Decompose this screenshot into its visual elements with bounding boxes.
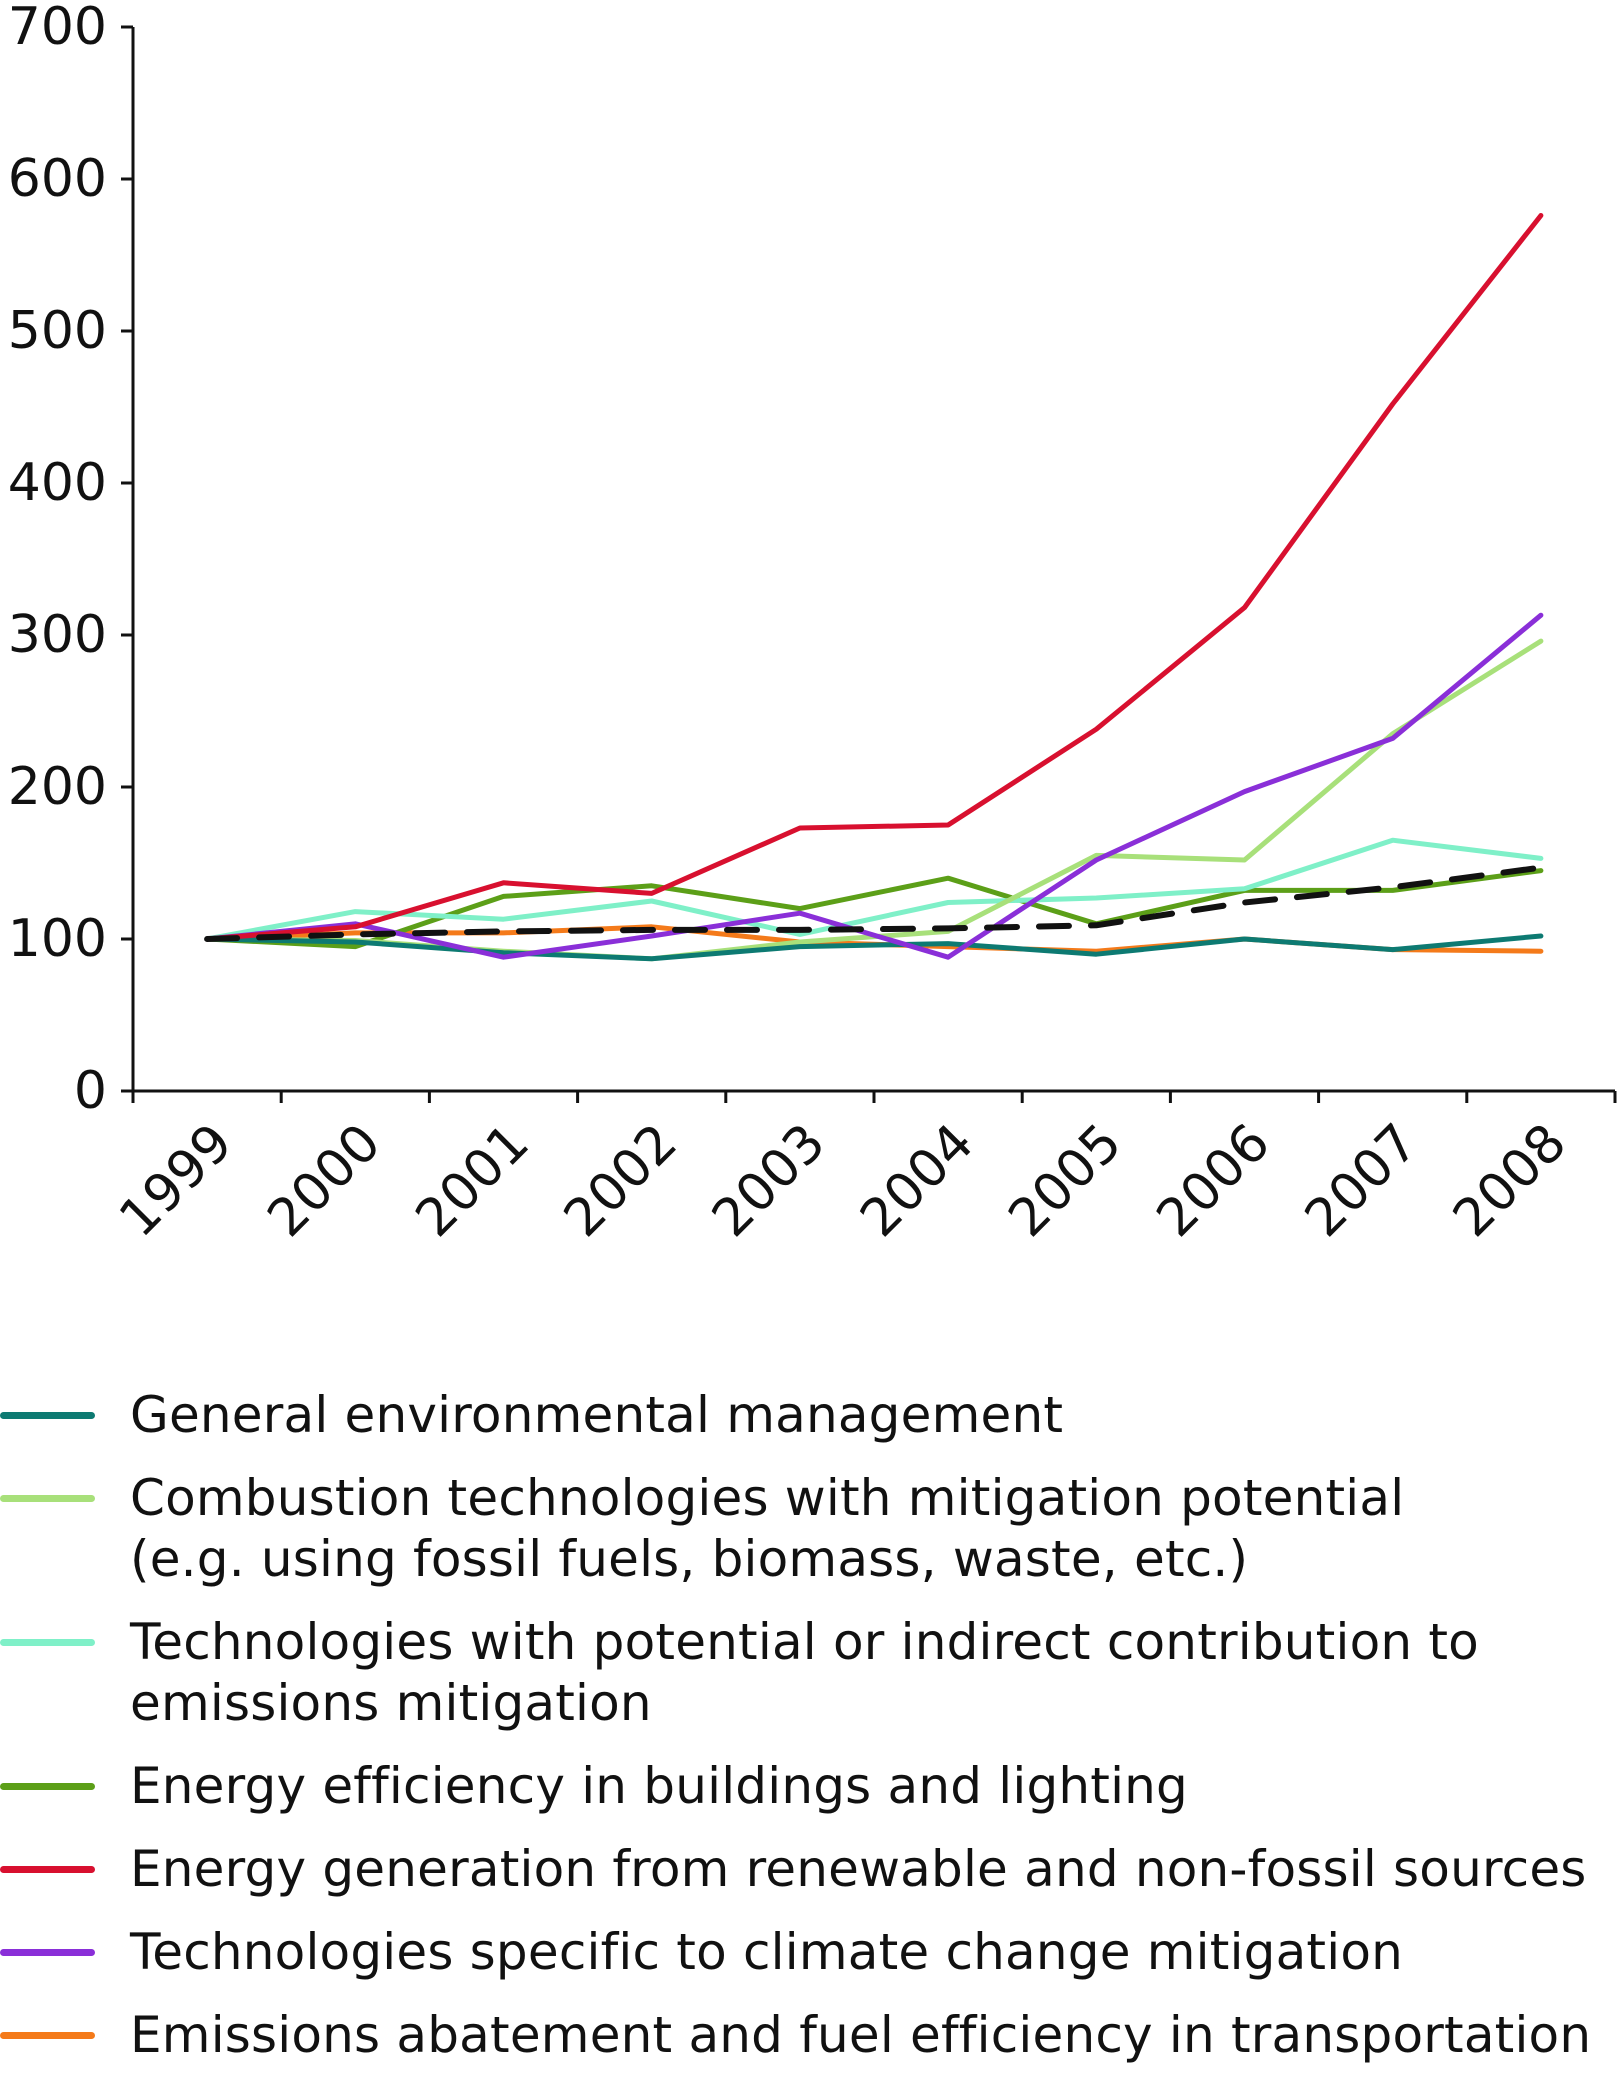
y-tick-label: 600	[8, 149, 107, 209]
x-tick-label: 2002	[553, 1113, 689, 1249]
legend-swatch	[0, 1949, 95, 1956]
legend-item: Combustion technologies with mitigation …	[0, 1468, 1618, 1590]
series-line	[204, 837, 1544, 942]
y-tick-label: 100	[8, 909, 107, 969]
legend-item: Energy efficiency in buildings and light…	[0, 1756, 1618, 1817]
legend-swatch	[0, 1866, 95, 1873]
legend-item: Technologies specific to climate change …	[0, 1922, 1618, 1983]
y-tick-label: 500	[8, 301, 107, 361]
x-tick-label: 2003	[701, 1113, 837, 1249]
legend-label: Combustion technologies with mitigation …	[130, 1469, 1405, 1588]
legend-item: Technologies with potential or indirect …	[0, 1612, 1618, 1734]
legend-label: General environmental management	[130, 1386, 1064, 1444]
series-line	[204, 868, 1544, 950]
series-lines	[204, 213, 1544, 962]
legend-label: Technologies with potential or indirect …	[130, 1613, 1479, 1732]
series-line	[204, 933, 1544, 962]
x-tick-label: 2005	[997, 1113, 1133, 1249]
x-tick-label: 2008	[1442, 1113, 1578, 1249]
legend-swatch	[0, 1639, 95, 1646]
legend-label: Emissions abatement and fuel efficiency …	[130, 2006, 1592, 2064]
x-tick-label: 2000	[256, 1113, 392, 1249]
chart-area: 0 100 200 300 400 500 600 700 1999 2000 2001 2002 20…	[8, 0, 1617, 1249]
y-tick-label: 700	[8, 0, 107, 57]
legend-swatch	[0, 1783, 95, 1790]
legend-label: Energy generation from renewable and non…	[130, 1840, 1587, 1898]
y-tick-label: 400	[8, 453, 107, 513]
legend-swatch	[0, 1412, 95, 1419]
legend-swatch	[0, 2032, 95, 2039]
y-tick-label: 0	[74, 1061, 107, 1121]
y-tick-label: 200	[8, 757, 107, 817]
x-tick-label: 2007	[1294, 1113, 1430, 1249]
series-line	[204, 612, 1544, 960]
series-line-dashed	[204, 864, 1544, 942]
legend-item: General environmental management	[0, 1385, 1618, 1446]
x-tick-label: 2001	[405, 1113, 541, 1249]
x-tick-label: 1999	[108, 1113, 244, 1249]
legend-swatch	[0, 1495, 95, 1502]
x-tick-label: 2006	[1146, 1113, 1282, 1249]
legend: General environmental management Combusti…	[0, 1385, 1618, 2088]
series-line	[204, 213, 1544, 942]
legend-item: Energy generation from renewable and non…	[0, 1839, 1618, 1900]
legend-label: Technologies specific to climate change …	[130, 1923, 1404, 1981]
x-tick-label: 2004	[849, 1113, 985, 1249]
legend-item: Emissions abatement and fuel efficiency …	[0, 2005, 1618, 2066]
y-tick-label: 300	[8, 605, 107, 665]
legend-label: Energy efficiency in buildings and light…	[130, 1757, 1188, 1815]
